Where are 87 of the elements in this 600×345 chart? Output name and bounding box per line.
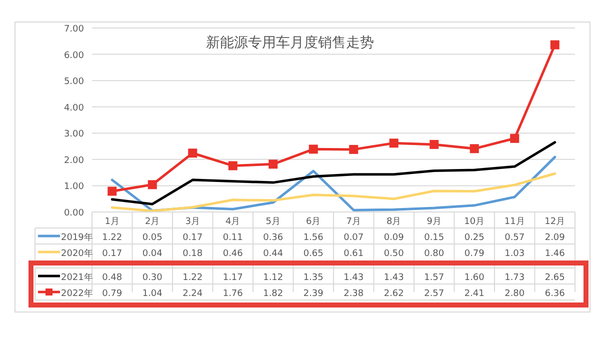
data-label: 2.80	[504, 289, 525, 299]
data-label: 0.30	[142, 273, 163, 283]
data-label: 6.36	[544, 289, 566, 299]
data-label: 0.57	[504, 233, 525, 243]
x-tick-label: 12月	[544, 217, 566, 227]
data-label: 1.60	[464, 273, 485, 283]
data-label: 0.61	[344, 249, 364, 259]
legend-label: 2019年	[61, 232, 93, 243]
point	[349, 144, 358, 154]
data-label: 1.43	[344, 273, 364, 283]
point	[188, 148, 198, 158]
data-label: 0.65	[303, 249, 324, 259]
x-tick-label: 3月	[185, 217, 200, 227]
y-tick-label: 5.00	[64, 77, 84, 88]
point	[268, 160, 278, 169]
y-tick-label: 6.00	[64, 50, 84, 61]
data-label: 2.62	[384, 289, 404, 299]
data-label: 0.50	[384, 249, 404, 259]
data-label: 2.57	[424, 289, 444, 299]
data-label: 0.18	[182, 249, 203, 259]
data-label: 0.07	[344, 233, 364, 243]
point	[389, 138, 398, 148]
data-label: 0.11	[222, 233, 243, 243]
point	[550, 40, 560, 50]
point	[148, 180, 157, 190]
point	[510, 134, 520, 143]
data-label: 0.15	[424, 233, 444, 243]
data-label: 1.56	[303, 233, 324, 243]
data-label: 0.80	[424, 249, 444, 259]
x-tick-label: 8月	[386, 217, 402, 227]
point	[430, 140, 439, 149]
y-tick-label: 1.00	[64, 182, 84, 192]
data-label: 0.09	[384, 233, 404, 243]
x-tick-label: 1月	[104, 217, 120, 227]
y-tick-label: 3.00	[64, 130, 84, 140]
data-label: 0.36	[263, 233, 284, 243]
point	[308, 144, 318, 154]
data-label: 2.41	[464, 289, 484, 299]
data-label: 1.76	[222, 289, 244, 299]
x-tick-label: 6月	[306, 217, 321, 227]
data-label: 0.79	[464, 249, 485, 259]
data-label: 1.04	[142, 289, 163, 299]
x-tick-label: 11月	[504, 217, 525, 227]
data-label: 1.22	[102, 233, 122, 243]
data-label: 0.48	[102, 273, 122, 283]
data-label: 1.46	[544, 249, 566, 259]
x-tick-label: 4月	[226, 217, 240, 227]
x-tick-label: 7月	[346, 217, 361, 227]
legend-label: 2020年	[61, 248, 93, 259]
x-tick-label: 2月	[145, 217, 160, 227]
data-label: 1.12	[263, 273, 284, 283]
data-label: 0.44	[263, 249, 284, 259]
y-tick-label: 7.00	[64, 24, 84, 34]
legend-label: 2022年	[61, 288, 93, 299]
data-label: 0.25	[464, 233, 484, 243]
line-series	[110, 141, 556, 206]
data-label: 0.79	[102, 289, 122, 299]
data-label: 2.38	[344, 289, 364, 299]
data-label: 2.09	[544, 233, 566, 243]
data-label: 0.04	[142, 249, 163, 259]
y-tick-label: 0.00	[64, 208, 84, 218]
x-tick-label: 5月	[266, 217, 280, 227]
point	[108, 186, 117, 196]
legend-label: 2021年	[61, 272, 93, 283]
data-label: 0.17	[102, 249, 122, 259]
data-label: 1.22	[182, 273, 203, 283]
x-tick-label: 10月	[464, 217, 485, 227]
data-label: 1.43	[384, 273, 404, 283]
text: 新能源专用车月度销售走势	[206, 35, 374, 51]
point	[228, 161, 238, 170]
point	[470, 144, 479, 154]
line-series	[110, 172, 556, 212]
data-label: 1.35	[303, 273, 324, 283]
data-label: 2.39	[303, 289, 324, 299]
data-label: 0.05	[142, 233, 162, 243]
data-label: 1.73	[504, 273, 525, 283]
data-label: 2.24	[182, 289, 203, 299]
data-label: 1.82	[263, 289, 284, 299]
data-label: 1.03	[504, 249, 525, 259]
data-label: 1.17	[222, 273, 243, 283]
x-tick-label: 9月	[426, 217, 442, 227]
data-label: 0.17	[182, 233, 203, 243]
data-label: 2.65	[544, 273, 565, 283]
data-label: 1.57	[424, 273, 444, 283]
y-tick-label: 2.00	[64, 156, 84, 166]
data-label: 0.46	[222, 249, 244, 259]
y-tick-label: 4.00	[64, 103, 84, 114]
